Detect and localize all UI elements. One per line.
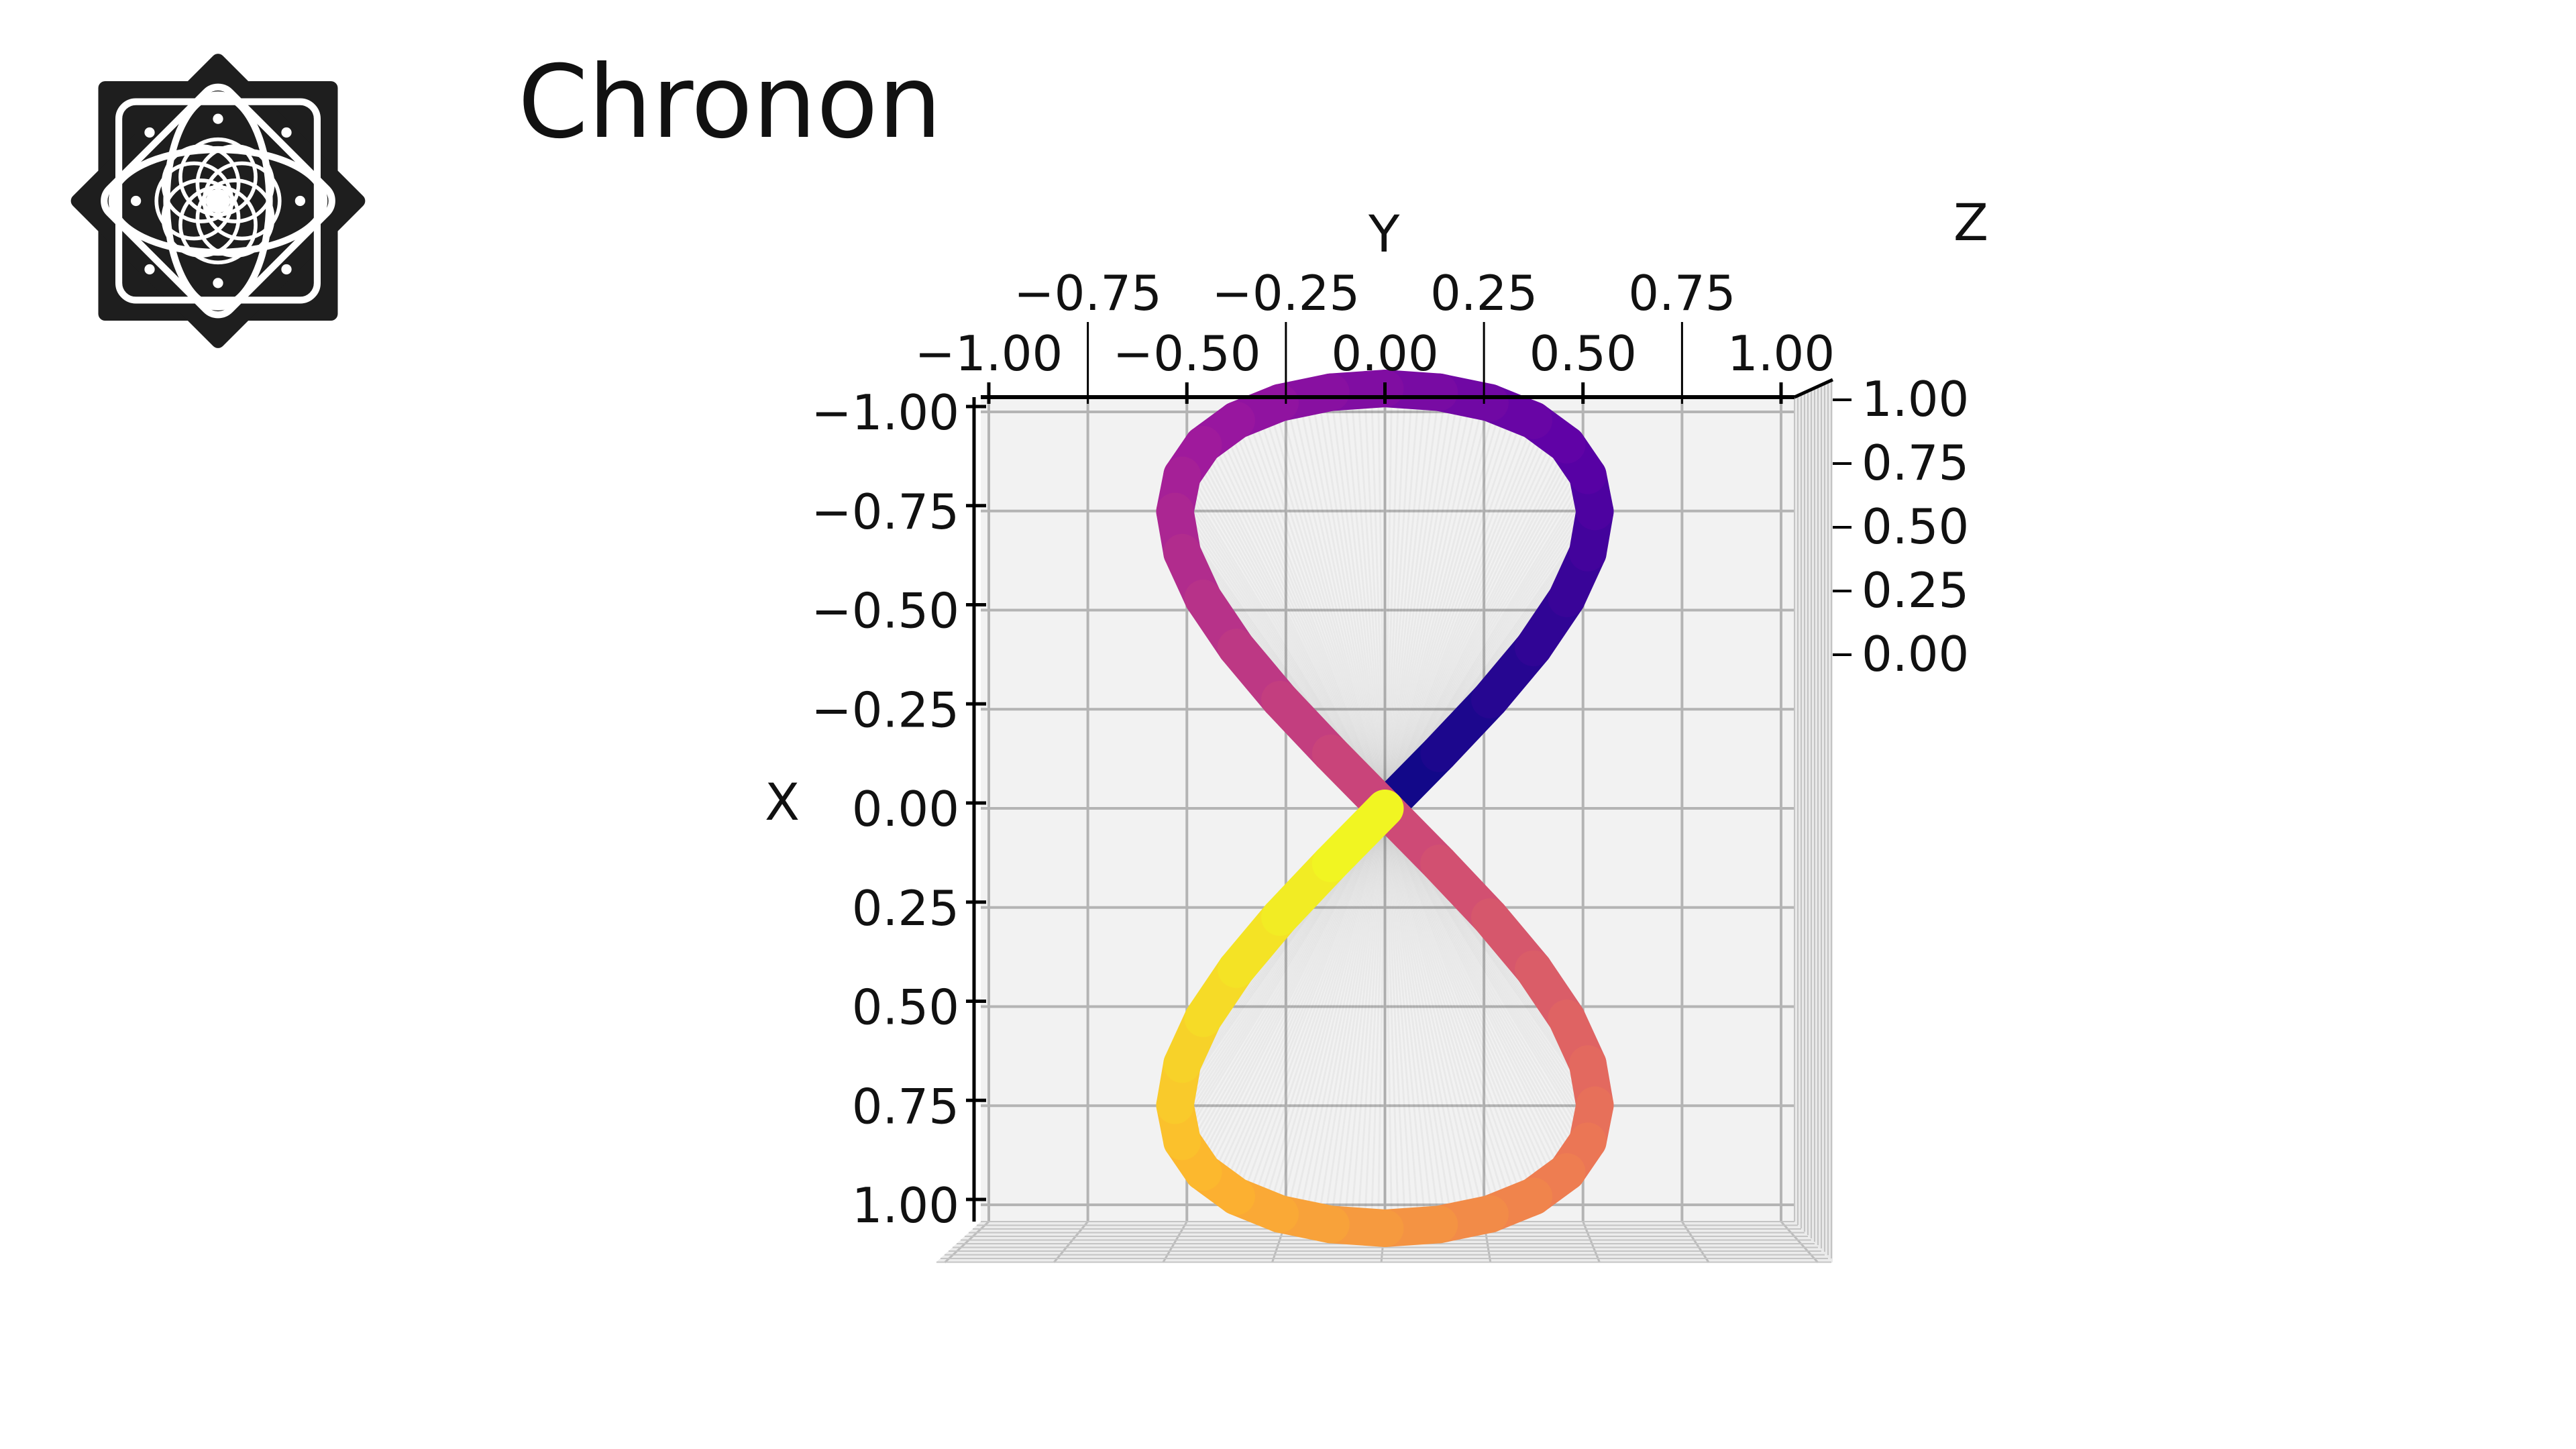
data-series-curve — [1156, 370, 1614, 1247]
side-pane — [1794, 380, 1833, 1263]
z-tick-label: 0.50 — [1862, 498, 1969, 555]
x-tick-label: 0.25 — [852, 880, 959, 936]
x-tick-label: −0.25 — [811, 682, 959, 738]
x-tick-label: 1.00 — [852, 1177, 959, 1234]
y-tick-label: −0.25 — [1212, 265, 1360, 321]
z-tick-label: 0.00 — [1862, 626, 1969, 682]
x-tick-label: −0.75 — [811, 484, 959, 540]
z-tick-label: 1.00 — [1862, 371, 1969, 427]
x-axis-title: X — [765, 772, 800, 832]
y-tick-label: −1.00 — [915, 325, 1063, 382]
z-tick-label: 0.75 — [1862, 435, 1969, 491]
z-axis-line — [1793, 378, 1834, 399]
x-tick-label: −0.50 — [811, 583, 959, 639]
axis-lines — [966, 322, 1851, 1222]
y-axis-title: Y — [1368, 204, 1400, 264]
tick-labels: −1.00−0.75−0.50−0.250.000.250.500.751.00… — [811, 265, 1969, 1234]
x-tick-label: 0.50 — [852, 979, 959, 1036]
x-tick-label: 0.00 — [852, 781, 959, 837]
curve-segment — [1311, 790, 1404, 882]
y-tick-label: 0.25 — [1430, 265, 1538, 321]
y-tick-label: −0.50 — [1113, 325, 1261, 382]
y-tick-label: −0.75 — [1014, 265, 1162, 321]
z-tick-label: 0.25 — [1862, 562, 1969, 619]
y-tick-label: 0.00 — [1331, 325, 1438, 382]
x-tick-label: −1.00 — [811, 384, 959, 441]
x-tick-label: 0.75 — [852, 1078, 959, 1134]
page-title: Chronon — [518, 44, 942, 161]
y-tick-label: 0.50 — [1529, 325, 1637, 382]
z-axis-title: Z — [1953, 193, 1988, 252]
y-tick-label: 0.75 — [1628, 265, 1735, 321]
mandala-logo-icon — [70, 54, 366, 348]
y-tick-label: 1.00 — [1727, 325, 1835, 382]
